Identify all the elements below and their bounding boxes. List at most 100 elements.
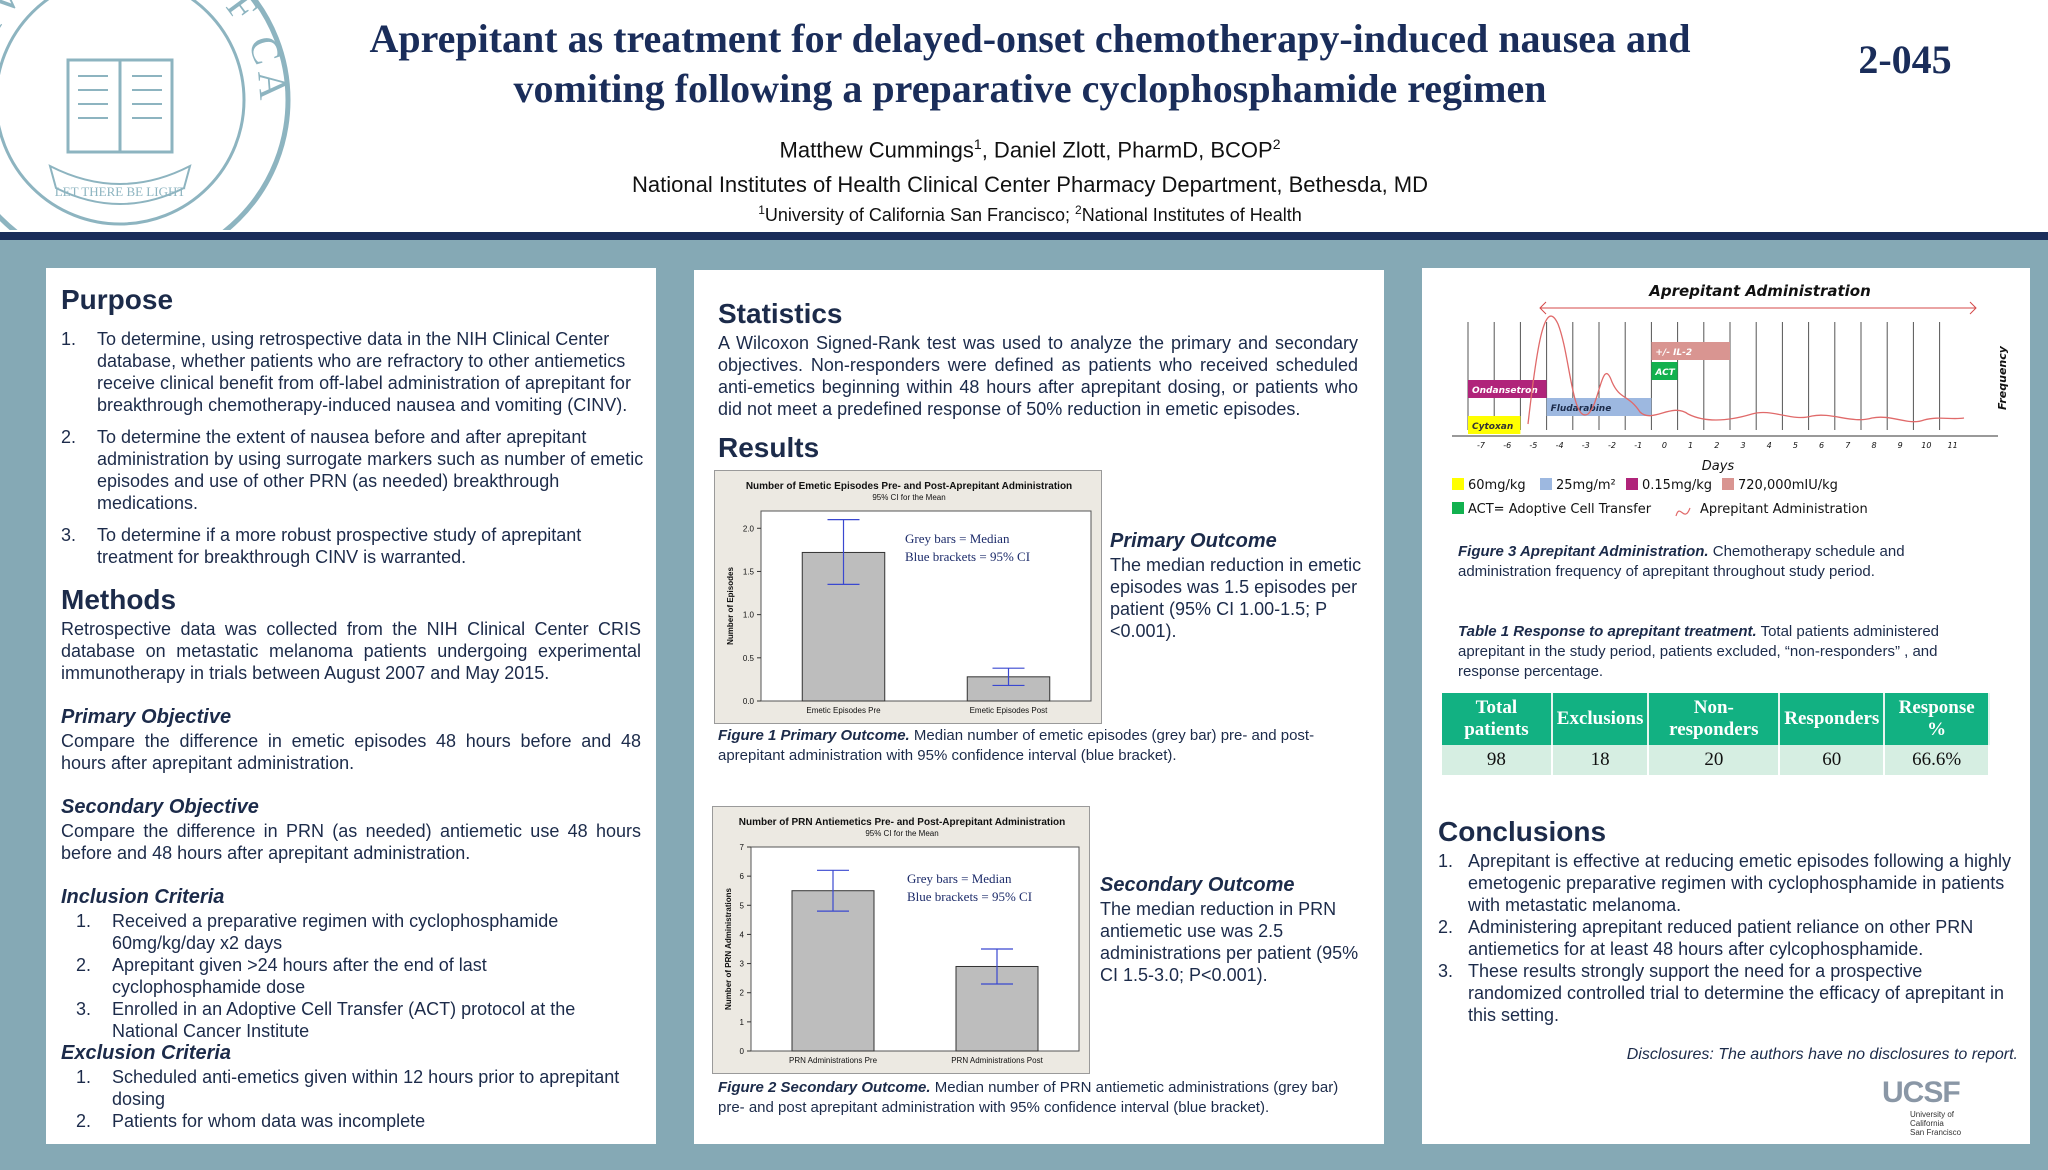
schedule-bar-label: +/- IL-2 bbox=[1655, 348, 1692, 358]
ucsf-logo-mark: UCSF bbox=[1882, 1076, 1961, 1109]
inclusion-item-text: Received a preparative regimen with cycl… bbox=[112, 911, 559, 953]
aprepitant-frequency-line bbox=[1527, 315, 1965, 425]
inclusion-item: 2. Aprepitant given >24 hours after the e… bbox=[76, 955, 487, 997]
table-header-cell: Exclusions bbox=[1551, 693, 1650, 745]
day-tick-label: -3 bbox=[1582, 441, 1590, 450]
x-tick-label: Emetic Episodes Pre bbox=[806, 706, 881, 715]
poster-title: Aprepitant as treatment for delayed-onse… bbox=[300, 14, 1760, 114]
schedule-bar bbox=[1468, 416, 1521, 434]
table-row: 98 18 20 60 66.6% bbox=[1442, 745, 1990, 775]
secondary-objective-heading: Secondary Objective bbox=[61, 796, 259, 818]
exclusion-item: 1. Scheduled anti-emetics given within 12… bbox=[76, 1067, 620, 1109]
span-arrow-right bbox=[1969, 301, 1977, 315]
y-tick-label: 1 bbox=[740, 1018, 745, 1027]
bar bbox=[801, 551, 886, 702]
day-tick-label: -2 bbox=[1608, 441, 1616, 450]
schedule-bar bbox=[1651, 342, 1730, 360]
secondary-objective-text: Compare the difference in PRN (as needed… bbox=[61, 821, 641, 863]
y-axis-label: Number of Episodes bbox=[726, 567, 735, 645]
day-tick-label: 0 bbox=[1662, 441, 1667, 450]
exclusion-criteria-heading: Exclusion Criteria bbox=[61, 1042, 232, 1064]
legend-label: 720,000mIU/kg bbox=[1738, 478, 1838, 493]
day-tick-label: 3 bbox=[1740, 441, 1745, 450]
schedule-bar-label: Fludarabine bbox=[1551, 404, 1612, 414]
header-divider bbox=[0, 232, 2048, 240]
conclusion-item-text: These results strongly support the need … bbox=[1468, 961, 2004, 1025]
affiliation-line: National Institutes of Health Clinical C… bbox=[631, 172, 1429, 197]
inst-1-sup: 1 bbox=[758, 203, 765, 217]
table-header-cell: Total patients bbox=[1442, 693, 1553, 745]
legend-swatch bbox=[1626, 478, 1638, 490]
day-tick-label: 2 bbox=[1714, 441, 1719, 450]
day-tick-label: 9 bbox=[1898, 441, 1903, 450]
bar bbox=[791, 890, 875, 1052]
legend-swatch bbox=[1675, 507, 1691, 517]
legend-label: ACT= Adoptive Cell Transfer bbox=[1468, 502, 1652, 517]
schedule-bar-label: ACT bbox=[1654, 368, 1675, 378]
exclusion-item: 2. Patients for whom data was incomplete bbox=[76, 1111, 426, 1131]
conclusion-item-text: Administering aprepitant reduced patient… bbox=[1468, 917, 1974, 959]
title-line-1: Aprepitant as treatment for delayed-onse… bbox=[369, 16, 1691, 61]
author-2: , Daniel Zlott, PharmD, BCOP bbox=[981, 137, 1273, 163]
schedule-bar bbox=[1546, 398, 1652, 416]
author-1-sup: 1 bbox=[973, 136, 982, 152]
day-tick-label: 10 bbox=[1921, 441, 1931, 450]
figure-1-caption: Figure 1 Primary Outcome. Median number … bbox=[718, 726, 1358, 766]
table-1-label: Table 1 Response to aprepitant treatment… bbox=[1458, 623, 1757, 640]
y-axis-label: Number of PRN Administrations bbox=[724, 887, 733, 1009]
secondary-outcome-title: Secondary Outcome bbox=[1100, 874, 1295, 896]
day-tick-label: 6 bbox=[1819, 441, 1824, 450]
chart-title: Number of Emetic Episodes Pre- and Post-… bbox=[746, 481, 1072, 492]
table-1-caption-text: Total patients administered aprepitant i… bbox=[1458, 623, 1940, 680]
exclusion-item-text: Patients for whom data was incomplete bbox=[112, 1111, 426, 1131]
day-tick-label: 1 bbox=[1688, 441, 1693, 450]
conclusion-item: 1. Aprepitant is effective at reducing em… bbox=[1438, 851, 2011, 915]
chart-annotation: Grey bars = Median bbox=[907, 871, 1012, 886]
day-tick-label: -1 bbox=[1634, 441, 1642, 450]
legend-label: 0.15mg/kg bbox=[1642, 478, 1712, 493]
y-tick-label: 6 bbox=[740, 872, 745, 881]
table-cell: 18 bbox=[1551, 745, 1650, 775]
authors-line: Matthew Cummings1, Daniel Zlott, PharmD,… bbox=[300, 136, 1760, 163]
title-line-2: vomiting following a preparative cycloph… bbox=[513, 66, 1547, 111]
day-tick-label: 4 bbox=[1767, 441, 1772, 450]
legend-swatch bbox=[1722, 478, 1734, 490]
table-header-cell: Response % bbox=[1884, 693, 1990, 745]
conclusion-item-text: Aprepitant is effective at reducing emet… bbox=[1468, 851, 2011, 915]
poster-id: 2-045 bbox=[1858, 37, 1952, 82]
day-tick-label: -6 bbox=[1503, 441, 1511, 450]
statistics-text: A Wilcoxon Signed-Rank test was used to … bbox=[718, 333, 1358, 419]
day-tick-label: 7 bbox=[1845, 441, 1851, 450]
schedule-bar bbox=[1651, 362, 1678, 380]
disclosures: Disclosures: The authors have no disclos… bbox=[1626, 1046, 2018, 1063]
figure-3-title: Aprepitant Administration bbox=[1648, 282, 1871, 300]
y-tick-label: 7 bbox=[740, 843, 745, 852]
university-seal-logo: UNIVERSITY OF CALIFORNIA LET THERE BE LI… bbox=[0, 0, 292, 230]
figure-3-timeline: Aprepitant Administration -7 -6 -5 -4 -3 -2 -1 0… bbox=[1452, 282, 2009, 517]
schedule-bar-label: Cytoxan bbox=[1472, 422, 1513, 432]
chart-subtitle: 95% CI for the Mean bbox=[872, 493, 945, 502]
figure-2-caption-text: Median number of PRN antiemetic administ… bbox=[718, 1079, 1339, 1116]
statistics-heading: Statistics bbox=[718, 298, 843, 329]
author-2-sup: 2 bbox=[1272, 136, 1281, 152]
inclusion-criteria-heading: Inclusion Criteria bbox=[61, 886, 225, 908]
figure-1-label: Figure 1 Primary Outcome. bbox=[718, 727, 910, 744]
chart-subtitle: 95% CI for the Mean bbox=[865, 829, 938, 838]
purpose-item: 2. To determine the extent of nausea befo… bbox=[61, 427, 644, 513]
y-tick-label: 0.5 bbox=[743, 654, 755, 663]
inclusion-item: 3. Enrolled in an Adoptive Cell Transfer … bbox=[76, 999, 576, 1041]
figure-1-svg: Number of Emetic Episodes Pre- and Post-… bbox=[726, 481, 1092, 715]
day-tick-label: -5 bbox=[1529, 441, 1537, 450]
y-tick-label: 0 bbox=[740, 1047, 745, 1056]
figure-2-svg: Number of PRN Antiemetics Pre- and Post-… bbox=[724, 817, 1080, 1065]
y-axis-label: Frequency bbox=[1996, 345, 2009, 410]
day-tick-label: -4 bbox=[1556, 441, 1564, 450]
purpose-item: 3. To determine if a more robust prospect… bbox=[61, 525, 582, 567]
day-tick-label: 5 bbox=[1793, 441, 1798, 450]
span-arrow-left bbox=[1539, 301, 1547, 315]
y-tick-label: 1.0 bbox=[743, 611, 755, 620]
x-tick-label: PRN Administrations Pre bbox=[789, 1056, 878, 1065]
y-tick-label: 0.0 bbox=[743, 697, 755, 706]
y-tick-label: 4 bbox=[740, 930, 745, 939]
ucsf-logo-line-2: San Francisco bbox=[1910, 1128, 1962, 1137]
